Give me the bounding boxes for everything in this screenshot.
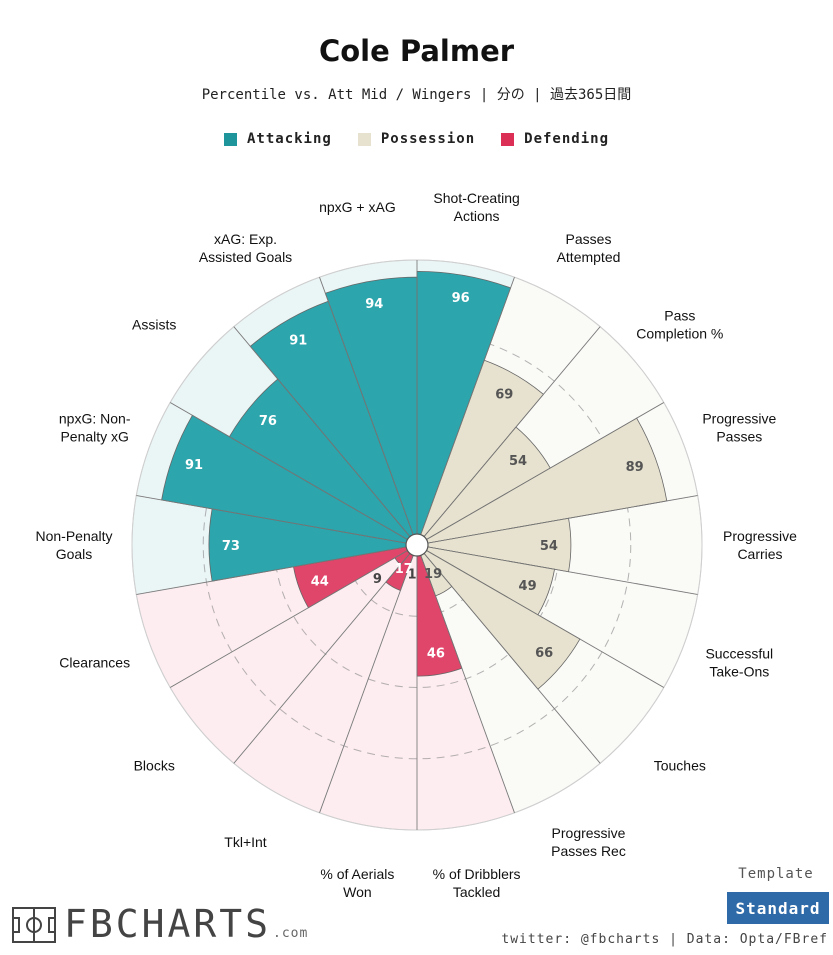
axis-label-non-penalty-goals: Non-Penalty Goals — [35, 528, 112, 562]
legend: Attacking Possession Defending — [0, 131, 833, 147]
spoke — [416, 495, 698, 546]
legend-item-defending: Defending — [501, 131, 609, 147]
axis-label-passes-attempted: Passes Attempted — [557, 231, 621, 265]
axis-labels: Shot-Creating Actions Passes Attempted Pass C… — [35, 190, 797, 900]
legend-label-defending: Defending — [524, 131, 609, 147]
legend-swatch-attacking — [223, 132, 237, 146]
spoke — [136, 544, 418, 595]
legend-label-attacking: Attacking — [246, 131, 332, 147]
axis-label-progressive-passes-rec: Progressive Passes Rec — [551, 825, 626, 859]
spoke — [416, 544, 698, 595]
axis-label-npxg-non-penalty-xg: npxG: Non-Penalty xG — [59, 411, 131, 445]
legend-item-attacking: Attacking — [223, 131, 332, 147]
template-label: Template — [738, 866, 814, 882]
spoke — [416, 326, 601, 546]
value-label-passes-attempted: 69 — [495, 388, 513, 403]
legend-item-possession: Possession — [357, 131, 476, 147]
axis-label-xag-exp-assisted-goals: xAG: Exp. Assisted Goals — [199, 231, 292, 265]
value-label-blocks: 9 — [373, 572, 382, 587]
axis-label-npxg-xag: npxG + xAG — [319, 199, 396, 215]
chart-subtitle: Percentile vs. Att Mid / Wingers | 分の | … — [201, 87, 632, 103]
axis-label-successful-take-ons: Successful Take-Ons — [705, 645, 773, 679]
spoke — [416, 544, 601, 764]
value-label-clearances: 44 — [311, 574, 329, 589]
value-labels: 96 69 54 89 54 49 66 19 46 117 9 44 73 91 76 91 94 — [185, 291, 644, 661]
value-bars — [161, 270, 668, 690]
axis-label-assists: Assists — [132, 317, 176, 333]
value-label-progressive-carries: 54 — [540, 539, 558, 554]
data-credit: twitter: @fbcharts | Data: Opta/FBref — [501, 932, 828, 947]
value-label-non-penalty-goals: 73 — [222, 539, 240, 554]
axis-label-touches: Touches — [654, 758, 706, 774]
spoke — [319, 277, 418, 546]
value-label-touches: 66 — [535, 646, 553, 661]
spoke — [319, 544, 418, 813]
spoke — [416, 544, 515, 813]
axis-label-of-aerials-won: % of Aerials Won — [320, 866, 394, 900]
spoke — [169, 544, 418, 688]
value-label-of-aerials-won: 1 — [407, 567, 416, 582]
value-label-assists: 76 — [259, 414, 277, 429]
axis-label-blocks: Blocks — [134, 758, 175, 774]
spoke — [416, 544, 665, 688]
axis-label-of-dribblers-tackled: % of Dribblers Tackled — [433, 866, 521, 900]
legend-label-possession: Possession — [380, 131, 476, 147]
value-label-xag-exp-assisted-goals: 91 — [289, 333, 307, 348]
value-label-successful-take-ons: 49 — [519, 579, 537, 594]
spoke — [416, 277, 515, 546]
logo-text: FBCHARTS — [64, 902, 272, 946]
grid-ring-3 — [202, 330, 632, 760]
value-label-npxg-non-penalty-xg: 91 — [185, 458, 203, 473]
center-circle — [405, 533, 429, 557]
value-label-pass-completion: 54 — [509, 454, 527, 469]
spoke — [233, 326, 418, 546]
pitch-icon — [12, 907, 56, 943]
axis-label-progressive-passes: Progressive Passes — [702, 411, 776, 445]
value-label-of-dribblers-tackled: 46 — [427, 646, 445, 661]
spokes — [136, 260, 698, 830]
spoke — [136, 495, 418, 546]
spoke — [233, 544, 418, 764]
axis-label-progressive-carries: Progressive Carries — [723, 528, 797, 562]
fbcharts-logo: FBCHARTS .com — [12, 905, 308, 943]
logo-suffix: .com — [273, 926, 309, 941]
value-label-progressive-passes-rec: 19 — [424, 567, 442, 582]
value-label-shot-creating-actions: 96 — [452, 291, 470, 306]
chart-title: Cole Palmer — [318, 34, 515, 68]
axis-label-pass-completion: Pass Completion % — [636, 308, 723, 342]
legend-swatch-possession — [357, 132, 371, 146]
value-label-progressive-passes: 89 — [626, 460, 644, 475]
spoke — [416, 402, 665, 546]
value-label-npxg-xag: 94 — [365, 297, 383, 312]
legend-swatch-defending — [501, 132, 515, 146]
axis-label-shot-creating-actions: Shot-Creating Actions — [433, 190, 519, 224]
axis-label-clearances: Clearances — [59, 654, 130, 670]
axis-label-tkl-int: Tkl+Int — [224, 834, 267, 850]
spoke — [169, 402, 418, 546]
value-label-tkl-int: 17 — [395, 562, 413, 577]
template-standard-button[interactable]: Standard — [727, 892, 829, 924]
